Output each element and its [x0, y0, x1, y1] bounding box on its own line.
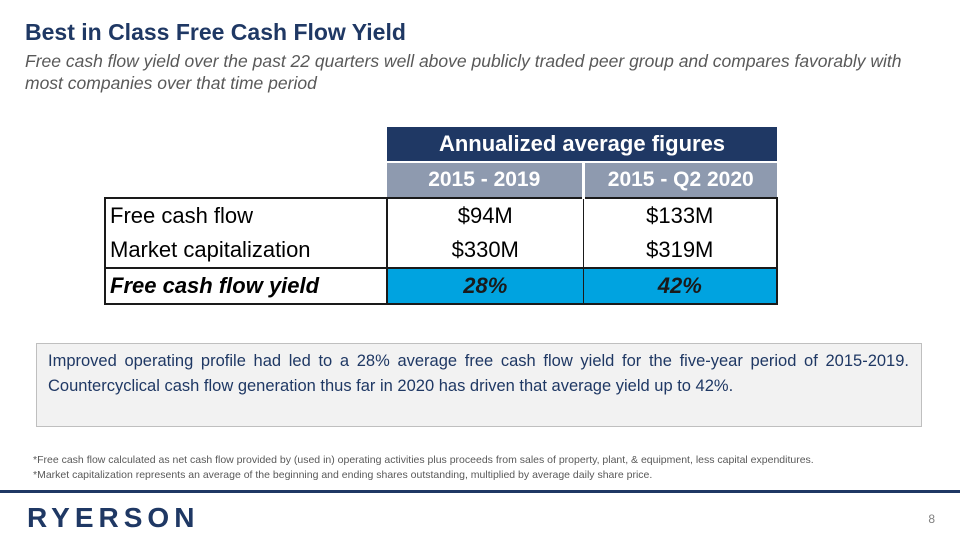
table-group-header: Annualized average figures — [387, 127, 777, 163]
fcf-yield-table: Annualized average figures 2015 - 2019 2… — [104, 127, 778, 305]
table-cell: $319M — [583, 233, 778, 268]
footer-divider — [0, 490, 960, 493]
table-cell: $133M — [583, 197, 778, 233]
column-header-2015-q2-2020: 2015 - Q2 2020 — [583, 162, 777, 198]
table-corner-blank — [105, 162, 387, 198]
row-label: Market capitalization — [104, 233, 387, 268]
table-row-highlight: Free cash flow yield 28% 42% — [104, 267, 778, 305]
column-header-2015-2019: 2015 - 2019 — [387, 162, 585, 198]
page-subtitle: Free cash flow yield over the past 22 qu… — [25, 51, 902, 93]
table-row: Free cash flow $94M $133M — [104, 197, 778, 233]
table-cell-highlight: 28% — [386, 267, 584, 305]
page-title: Best in Class Free Cash Flow Yield — [25, 19, 406, 45]
table-corner-blank — [105, 127, 387, 162]
ryerson-logo: RYERSON — [27, 502, 200, 533]
footnote: *Free cash flow calculated as net cash f… — [33, 454, 814, 466]
page-number: 8 — [928, 512, 935, 526]
table-period-header-row: 2015 - 2019 2015 - Q2 2020 — [105, 162, 777, 198]
table-cell-highlight: 42% — [583, 267, 778, 305]
table-cell: $94M — [386, 197, 584, 233]
table-cell: $330M — [386, 233, 584, 268]
footnotes: *Free cash flow calculated as net cash f… — [33, 453, 933, 482]
table-row: Market capitalization $330M $319M — [104, 233, 778, 268]
row-label: Free cash flow yield — [104, 267, 387, 305]
row-label: Free cash flow — [104, 197, 387, 233]
callout-box: Improved operating profile had led to a … — [36, 343, 922, 427]
footnote: *Market capitalization represents an ave… — [33, 468, 653, 481]
table-group-header-row: Annualized average figures — [105, 127, 777, 163]
